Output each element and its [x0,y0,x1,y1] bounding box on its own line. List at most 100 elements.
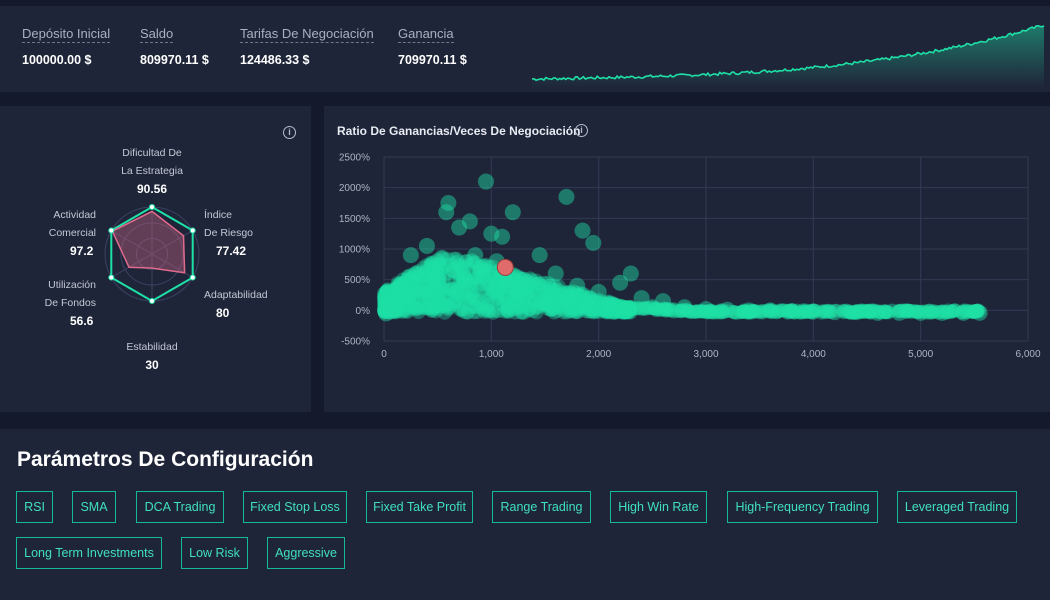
tag-high-frequency-trading[interactable]: High-Frequency Trading [727,491,878,523]
scatter-point [474,271,489,286]
scatter-point [573,298,588,313]
scatter-point [948,303,963,318]
scatter-point [898,303,913,318]
scatter-point [397,297,412,312]
scatter-point [386,286,401,301]
scatter-point [585,234,602,251]
radar-axis-label: Dificultad De [122,147,182,159]
scatter-point [478,263,493,278]
scatter-point [618,300,633,315]
scatter-point [576,287,591,302]
scatter-point [478,287,493,302]
scatter-point [616,304,631,319]
tag-range-trading[interactable]: Range Trading [492,491,591,523]
stat-label[interactable]: Depósito Inicial [22,26,111,43]
scatter-point [389,292,404,307]
radar-axis-value: 97.2 [70,244,94,258]
scatter-point [482,267,497,282]
scatter-point [502,278,517,293]
scatter-point [454,260,469,275]
tag-dca-trading[interactable]: DCA Trading [136,491,224,523]
scatter-point [461,213,478,230]
scatter-point [435,257,450,272]
scatter-point [394,284,409,299]
scatter-point [581,289,596,304]
scatter-point [611,300,626,315]
scatter-point [589,300,604,315]
scatter-point [484,283,499,298]
scatter-point [714,304,729,319]
scatter-point [628,301,643,316]
scatter-point [508,291,523,306]
scatter-point [403,280,418,295]
scatter-point [470,292,485,307]
scatter-point [790,303,805,318]
tag-low-risk[interactable]: Low Risk [181,537,248,569]
scatter-point [532,297,547,312]
scatter-point [607,305,622,320]
tag-leveraged-trading[interactable]: Leveraged Trading [897,491,1017,523]
info-icon[interactable]: i [575,124,588,137]
scatter-point [469,300,484,315]
scatter-point [862,304,877,319]
tag-high-win-rate[interactable]: High Win Rate [610,491,707,523]
info-icon[interactable]: i [283,126,296,139]
scatter-point [746,303,761,318]
scatter-point [560,305,575,320]
scatter-point [762,304,777,319]
scatter-point [529,305,544,320]
scatter-point [619,300,634,315]
scatter-point [460,274,475,289]
stat-label[interactable]: Ganancia [398,26,454,43]
scatter-point [427,278,442,293]
tag-long-term-investments[interactable]: Long Term Investments [16,537,162,569]
scatter-point [436,280,451,295]
scatter-point [606,299,621,314]
scatter-point [471,269,486,284]
scatter-point [514,272,529,287]
scatter-point [511,283,526,298]
scatter-point [392,285,407,300]
scatter-point [571,288,586,303]
scatter-point [926,304,941,319]
tag-fixed-take-profit[interactable]: Fixed Take Profit [366,491,473,523]
stat-label[interactable]: Tarifas De Negociación [240,26,374,43]
scatter-point [468,269,483,284]
highlighted-point[interactable] [496,258,514,276]
scatter-point [379,290,394,305]
scatter-point [547,282,562,297]
scatter-point [413,300,428,315]
scatter-point [405,272,420,287]
scatter-point [504,204,521,221]
scatter-point [406,275,421,290]
radar-axis-label: La Estrategia [121,165,183,177]
sparkline-line [531,24,1045,82]
scatter-point [550,285,565,300]
scatter-point [610,304,625,319]
scatter-point [386,283,401,298]
tag-aggressive[interactable]: Aggressive [267,537,345,569]
tag-sma[interactable]: SMA [72,491,116,523]
scatter-point [466,305,481,320]
scatter-point [658,302,673,317]
scatter-point [527,286,542,301]
scatter-point [543,296,558,311]
stat-label[interactable]: Saldo [140,26,174,43]
scatter-point [564,301,579,316]
scatter-point [407,283,422,298]
scatter-point [623,300,638,315]
scatter-point [378,297,393,312]
scatter-point [785,303,800,318]
scatter-point [398,276,413,291]
scatter-point [597,304,612,319]
scatter-point [580,298,595,313]
scatter-point [398,283,413,298]
tag-fixed-stop-loss[interactable]: Fixed Stop Loss [243,491,347,523]
scatter-point [615,300,630,315]
scatter-point [752,305,767,320]
scatter-point [456,302,471,317]
scatter-point [674,304,689,319]
scatter-point [707,305,722,320]
scatter-point [492,272,507,287]
tag-rsi[interactable]: RSI [16,491,53,523]
